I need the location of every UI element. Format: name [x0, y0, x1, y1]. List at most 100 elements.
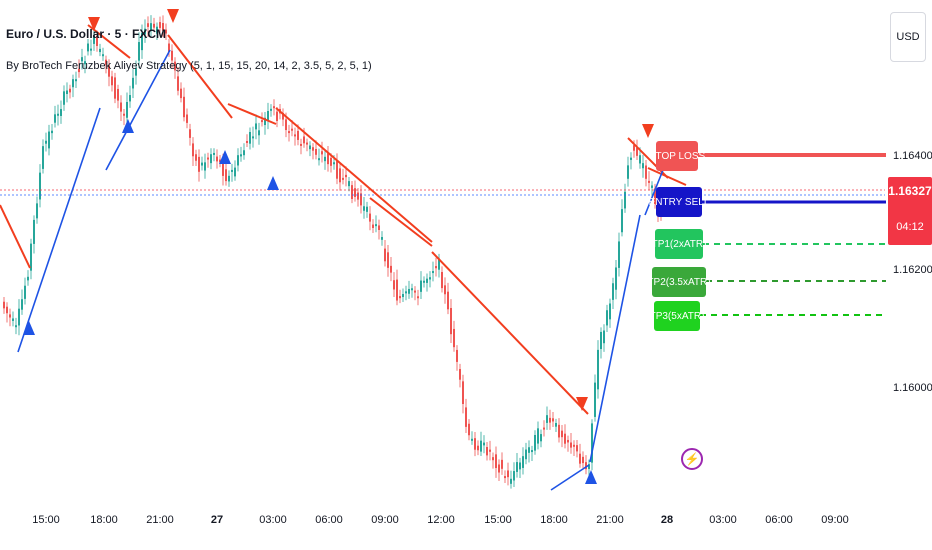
- sell-signal-marker: [167, 9, 179, 23]
- candle-body: [546, 415, 548, 423]
- buy-signal-marker: [122, 119, 134, 133]
- symbol-title[interactable]: Euro / U.S. Dollar · 5 · FXCM: [6, 27, 167, 41]
- time-axis-label: 15:00: [484, 514, 512, 526]
- candle-body: [612, 283, 614, 300]
- candle-body: [534, 434, 536, 451]
- candle-body: [285, 119, 287, 131]
- candle-body: [378, 225, 380, 230]
- candle-body: [402, 294, 404, 298]
- candle-body: [246, 141, 248, 144]
- candle-body: [375, 224, 377, 227]
- buy-trend-line: [644, 164, 666, 216]
- candle-body: [39, 172, 41, 200]
- candle-body: [321, 151, 323, 155]
- candle-body: [93, 35, 95, 44]
- buy-trend-line: [17, 107, 101, 353]
- candle-body: [336, 161, 338, 179]
- candle-body: [537, 428, 539, 444]
- candle-body: [441, 272, 443, 289]
- candle-body: [483, 442, 485, 446]
- candle-body: [342, 177, 344, 180]
- candle-body: [204, 162, 206, 171]
- candle-body: [207, 157, 209, 160]
- candle-body: [258, 130, 260, 136]
- candle-body: [300, 143, 302, 146]
- time-axis-label: 18:00: [90, 514, 118, 526]
- candle-body: [57, 113, 59, 116]
- candle-body: [609, 303, 611, 320]
- last-price-badge: 1.16327 04:12: [888, 177, 932, 245]
- candle-body: [543, 427, 545, 430]
- candle-body: [468, 423, 470, 436]
- candle-body: [414, 290, 416, 293]
- candle-body: [114, 77, 116, 99]
- candle-body: [123, 113, 125, 116]
- candle-body: [561, 430, 563, 438]
- candle-body: [63, 91, 65, 105]
- candle-body: [72, 79, 74, 88]
- candle-body: [219, 159, 221, 163]
- candle-body: [198, 156, 200, 172]
- time-axis-label: 03:00: [709, 514, 737, 526]
- candle-body: [3, 301, 5, 309]
- candle-body: [366, 206, 368, 212]
- candle-body: [486, 447, 488, 456]
- study-label[interactable]: By BroTech Feruzbek Aliyev Strategy (5, …: [6, 60, 372, 72]
- candle-body: [597, 349, 599, 390]
- candle-body: [24, 285, 26, 299]
- candle-body: [288, 131, 290, 134]
- price-axis-label: 1.16000: [893, 382, 932, 394]
- time-axis-label: 03:00: [259, 514, 287, 526]
- candle-body: [264, 117, 266, 126]
- candle-body: [360, 193, 362, 206]
- candle-body: [255, 123, 257, 130]
- candle-body: [138, 42, 140, 61]
- candle-body: [99, 48, 101, 53]
- candle-body: [540, 434, 542, 442]
- candle-body: [495, 454, 497, 469]
- candle-body: [78, 68, 80, 73]
- candle-body: [492, 457, 494, 461]
- candle-body: [435, 266, 437, 269]
- candle-body: [651, 185, 653, 188]
- candle-body: [387, 252, 389, 268]
- candle-body: [54, 114, 56, 123]
- candle-body: [516, 462, 518, 472]
- candle-body: [645, 165, 647, 179]
- sell-signal-marker: [576, 397, 588, 411]
- candle-body: [417, 296, 419, 299]
- candle-body: [423, 280, 425, 283]
- candlestick-series: [3, 15, 662, 489]
- candle-body: [84, 61, 86, 65]
- candle-body: [240, 154, 242, 157]
- candle-body: [573, 444, 575, 447]
- candle-body: [501, 459, 503, 469]
- candle-body: [318, 158, 320, 161]
- candle-body: [195, 154, 197, 161]
- currency-button[interactable]: USD: [890, 12, 926, 62]
- candle-body: [60, 109, 62, 116]
- candle-body: [27, 276, 29, 281]
- sell-trend-line: [87, 24, 131, 59]
- candle-body: [267, 111, 269, 121]
- candle-body: [231, 169, 233, 172]
- candle-body: [567, 439, 569, 443]
- buy-trend-line: [105, 49, 171, 171]
- candle-body: [162, 23, 164, 31]
- candle-body: [252, 136, 254, 139]
- candle-body: [462, 381, 464, 405]
- candle-body: [135, 68, 137, 76]
- candle-body: [429, 277, 431, 280]
- candle-body: [411, 288, 413, 291]
- candle-body: [351, 185, 353, 199]
- candle-body: [474, 438, 476, 450]
- lightning-bolt-icon[interactable]: ⚡: [681, 448, 703, 470]
- candle-body: [168, 43, 170, 52]
- candle-body: [465, 407, 467, 427]
- candle-body: [552, 418, 554, 422]
- candle-body: [564, 433, 566, 444]
- buy-signal-marker: [267, 176, 279, 190]
- candle-body: [576, 445, 578, 452]
- candle-body: [270, 108, 272, 111]
